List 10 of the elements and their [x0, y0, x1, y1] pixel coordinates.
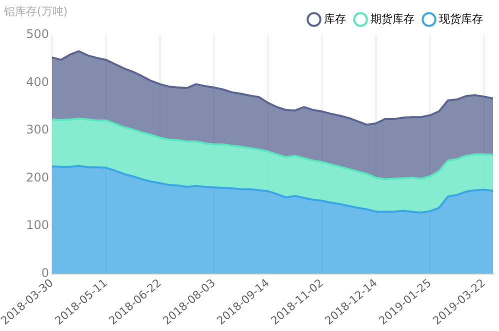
- y-tick-label: 400: [26, 74, 49, 89]
- y-tick-label: 100: [26, 218, 49, 232]
- y-tick-label: 0: [41, 266, 49, 280]
- y-tick-label: 300: [26, 122, 49, 137]
- y-axis-title: 铝库存(万吨): [3, 4, 68, 18]
- legend-label: 库存: [324, 12, 346, 26]
- y-tick-label: 500: [26, 27, 49, 42]
- legend-label: 期货库存: [370, 12, 414, 26]
- y-tick-label: 200: [26, 170, 49, 184]
- legend-label: 现货库存: [439, 12, 483, 26]
